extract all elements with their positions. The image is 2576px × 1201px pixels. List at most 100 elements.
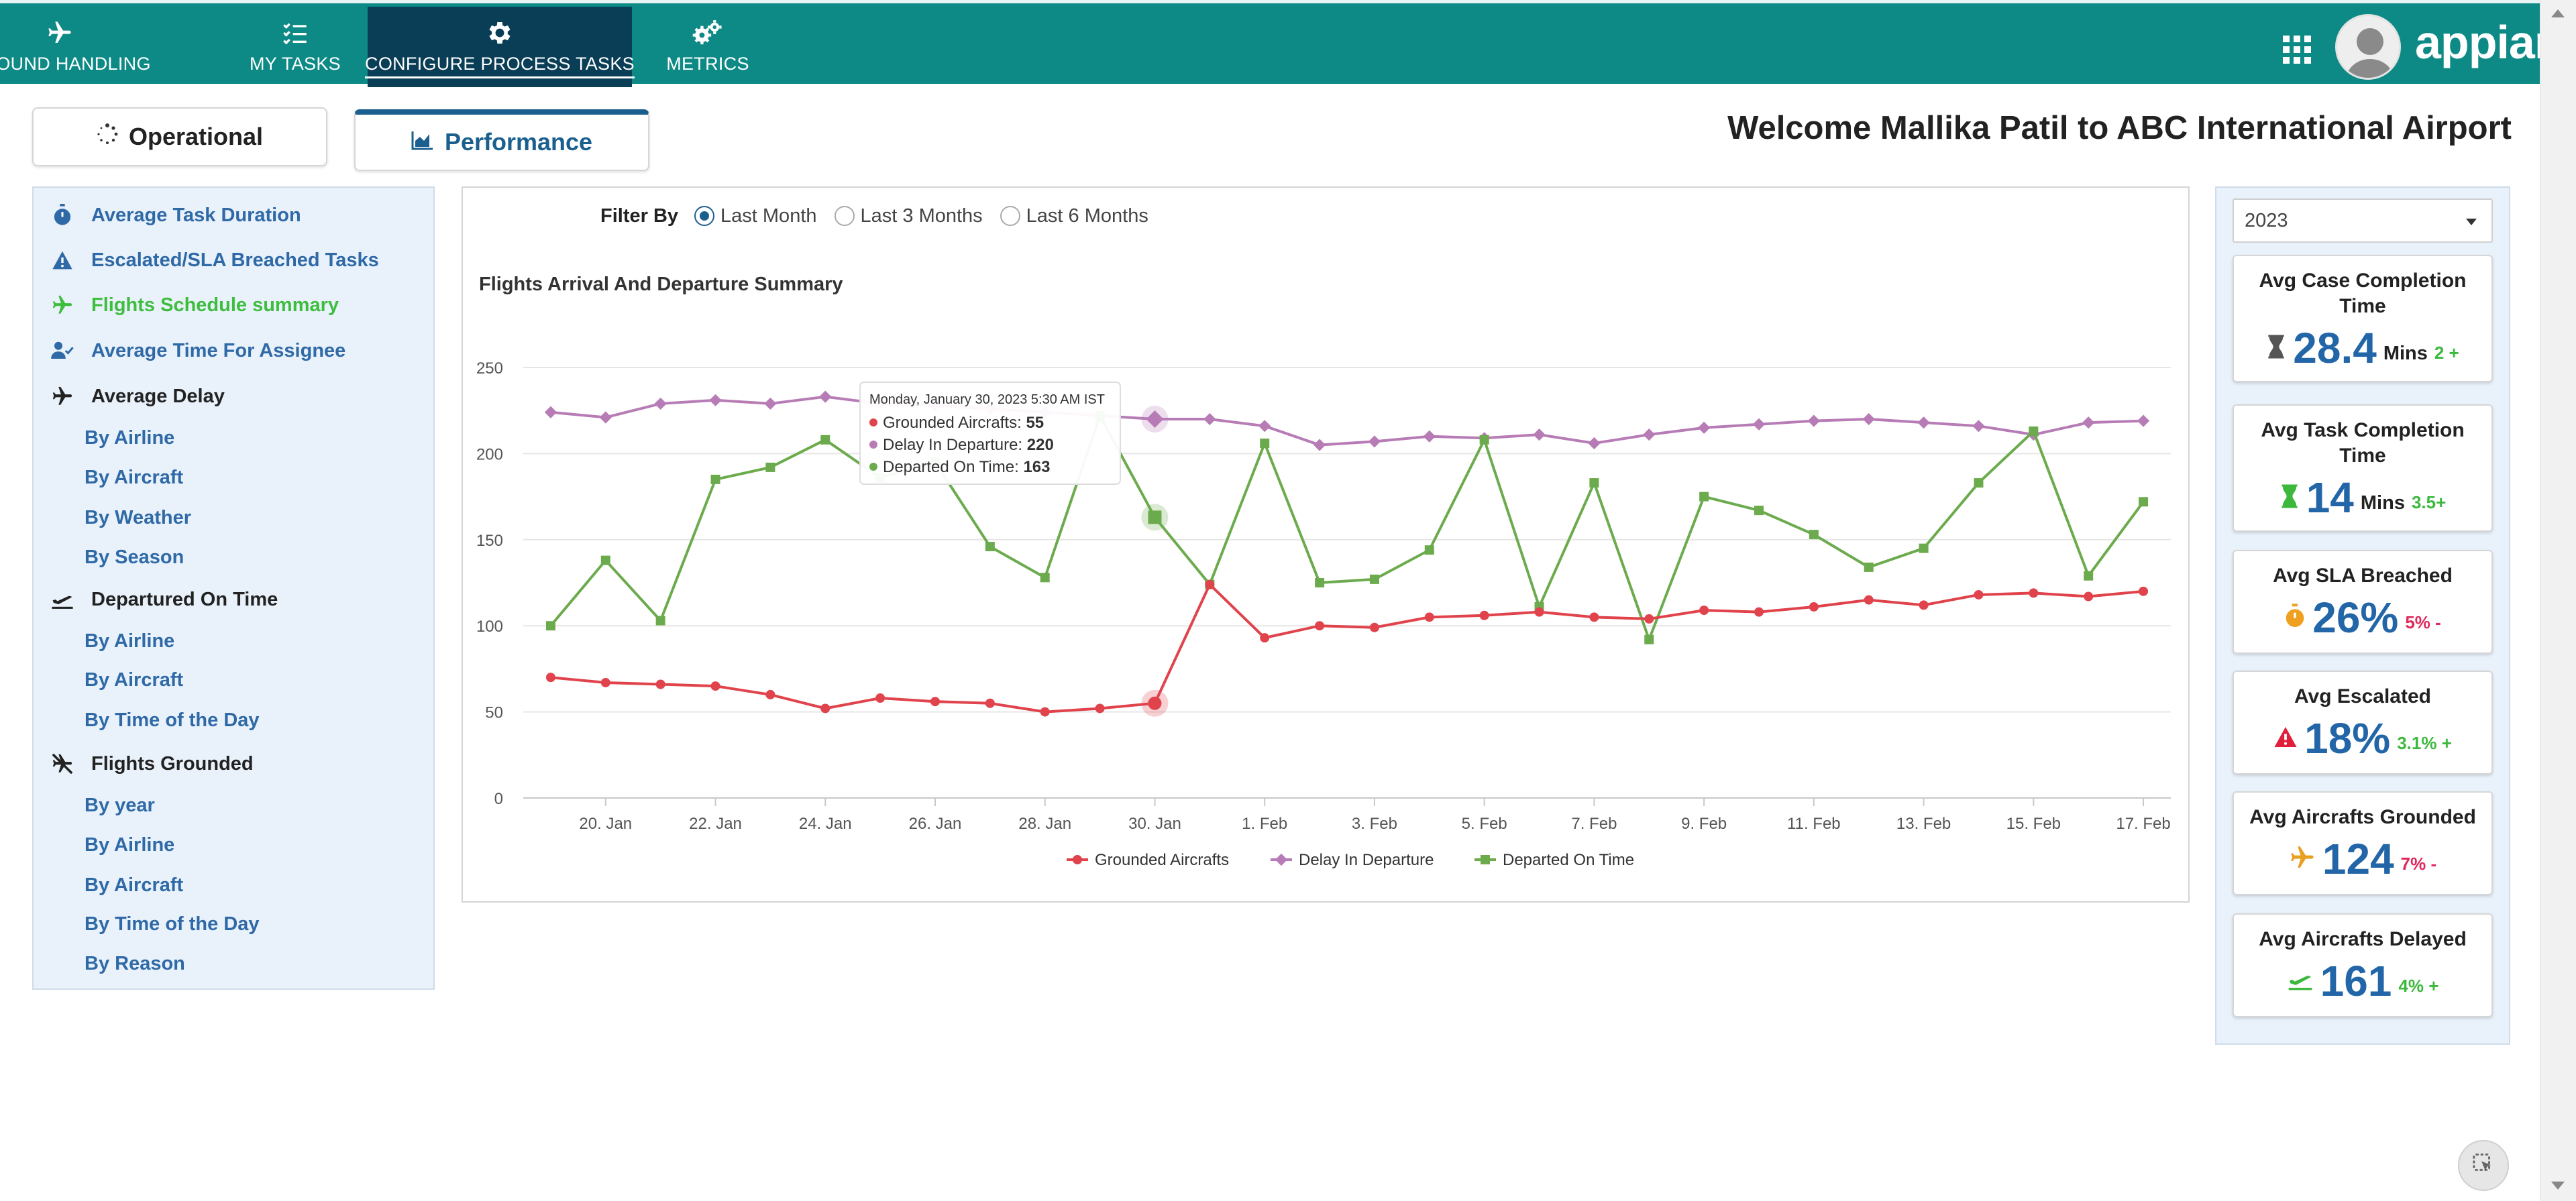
- scroll-down-arrow-icon[interactable]: [2551, 1182, 2565, 1190]
- data-point: [1699, 606, 1709, 616]
- kpi-value-row: 18% 3.1% +: [2234, 713, 2491, 763]
- data-point: [655, 679, 665, 689]
- data-point: [820, 703, 830, 713]
- data-point: [1095, 703, 1105, 713]
- data-point: [985, 542, 995, 552]
- sidebar-item-flights-schedule-summary[interactable]: Flights Schedule summary: [34, 285, 339, 325]
- filter-option-label: Last Month: [720, 205, 817, 227]
- nav-tab-my-tasks[interactable]: MY TASKS: [241, 7, 349, 87]
- data-point: [1809, 602, 1819, 612]
- kpi-value-row: 161 4% +: [2234, 956, 2491, 1006]
- kpi-value: 14: [2306, 473, 2354, 522]
- sidebar-item-average-task-duration[interactable]: Average Task Duration: [34, 195, 301, 235]
- kpi-column: 2023 Avg Case Completion Time 28.4 Mins 2 +…: [2215, 186, 2510, 1045]
- kpi-value: 26%: [2312, 593, 2399, 642]
- scroll-up-arrow-icon[interactable]: [2551, 9, 2565, 17]
- tooltip-row: Departed On Time: 163: [883, 458, 1050, 476]
- legend-marker: [1275, 853, 1288, 866]
- x-tick-label: 26. Jan: [909, 815, 962, 833]
- radio-selected-icon[interactable]: [694, 206, 715, 226]
- filter-radio-last-3-months[interactable]: Last 3 Months: [834, 205, 983, 227]
- series-departed-on-time: [545, 410, 2149, 644]
- submenu-departured-by-aircraft[interactable]: By Aircraft: [85, 669, 184, 691]
- x-tick-label: 9. Feb: [1681, 815, 1727, 833]
- filter-option-label: Last 3 Months: [860, 205, 983, 227]
- sidebar-item-departured-on-time[interactable]: Departured On Time: [34, 579, 278, 620]
- submenu-grounded-by-aircraft[interactable]: By Aircraft: [85, 874, 184, 896]
- legend-label: Departed On Time: [1503, 851, 1634, 869]
- kpi-change: 5% -: [2405, 612, 2441, 632]
- filter-radio-last-6-months[interactable]: Last 6 Months: [1000, 205, 1148, 227]
- plane-departure-icon: [2287, 968, 2314, 994]
- user-avatar[interactable]: [2335, 14, 2401, 80]
- data-point: [1643, 428, 1656, 441]
- submenu-average-delay-by-aircraft[interactable]: By Aircraft: [85, 466, 184, 488]
- nav-tab-metrics[interactable]: METRICS: [657, 7, 758, 87]
- radio-unselected-icon[interactable]: [1000, 206, 1020, 226]
- data-point: [1919, 600, 1929, 610]
- data-point: [1479, 610, 1489, 620]
- kpi-card: Avg Task Completion Time 14 Mins 3.5+: [2233, 404, 2493, 532]
- nav-tab-ground-handling[interactable]: GROUND HANDLING: [0, 7, 150, 87]
- plane-departure-icon: [48, 589, 76, 610]
- series-delay-in-departure: [544, 390, 2150, 451]
- filter-radio-last-month[interactable]: Last Month: [694, 205, 817, 227]
- legend-marker: [1073, 855, 1082, 864]
- submenu-average-delay-by-airline[interactable]: By Airline: [85, 426, 175, 449]
- operational-tab-label: Operational: [128, 123, 264, 150]
- data-point: [1919, 543, 1929, 553]
- sidebar-item-escalated-sla[interactable]: Escalated/SLA Breached Tasks: [34, 240, 379, 280]
- appian-logo: appian: [2415, 16, 2563, 68]
- cursor-select-icon: [2472, 1153, 2495, 1179]
- submenu-departured-by-airline[interactable]: By Airline: [85, 630, 175, 652]
- data-point: [2029, 426, 2039, 437]
- submenu-grounded-by-reason[interactable]: By Reason: [85, 952, 185, 974]
- nav-tab-label: GROUND HANDLING: [0, 54, 151, 74]
- data-point: [875, 693, 885, 703]
- kpi-card: Avg Case Completion Time 28.4 Mins 2 +: [2233, 255, 2493, 382]
- plane-icon: [48, 385, 76, 408]
- performance-tab-label: Performance: [444, 128, 593, 156]
- data-point: [1534, 607, 1544, 617]
- data-point: [1315, 578, 1325, 587]
- warning-icon: [2273, 726, 2298, 752]
- submenu-departured-by-time-of-day[interactable]: By Time of the Day: [85, 709, 260, 731]
- sidebar-item-label: Flights Grounded: [91, 752, 254, 775]
- filter-option-label: Last 6 Months: [1026, 205, 1148, 227]
- series-line: [550, 582, 2144, 713]
- x-tick-label: 30. Jan: [1128, 815, 1181, 833]
- submenu-average-delay-by-weather[interactable]: By Weather: [85, 506, 192, 528]
- legend-item: Departed On Time: [1474, 851, 1634, 869]
- year-select[interactable]: 2023: [2233, 198, 2493, 243]
- y-tick-label: 150: [476, 532, 503, 550]
- nav-tab-configure-process-tasks[interactable]: CONFIGURE PROCESS TASKS: [365, 7, 635, 87]
- data-point: [1533, 428, 1546, 441]
- performance-tab-button[interactable]: Performance: [354, 109, 649, 171]
- submenu-grounded-by-airline[interactable]: By Airline: [85, 834, 175, 856]
- data-point: [2084, 591, 2094, 602]
- vertical-scrollbar[interactable]: [2540, 0, 2576, 1201]
- radio-unselected-icon[interactable]: [834, 206, 855, 226]
- app-grid-icon[interactable]: [2283, 36, 2311, 64]
- sidebar-item-average-delay[interactable]: Average Delay: [34, 376, 225, 416]
- kpi-title: Avg SLA Breached: [2273, 565, 2453, 587]
- chart-card: Filter By Last Month Last 3 Months Last …: [462, 186, 2190, 903]
- y-tick-label: 250: [476, 359, 503, 378]
- floating-action-button[interactable]: [2458, 1140, 2509, 1191]
- kpi-title: Avg Escalated: [2294, 685, 2431, 707]
- sidebar-item-label: Departured On Time: [91, 588, 278, 610]
- data-point: [655, 616, 665, 626]
- sidebar-item-average-time-for-assignee[interactable]: Average Time For Assignee: [34, 331, 345, 371]
- kpi-change: 3.5+: [2411, 492, 2447, 512]
- submenu-grounded-by-time-of-day[interactable]: By Time of the Day: [85, 913, 260, 935]
- sidebar-item-flights-grounded[interactable]: Flights Grounded: [34, 744, 254, 784]
- x-tick-label: 24. Jan: [799, 815, 852, 833]
- data-point: [765, 689, 775, 699]
- tooltip-header: Monday, January 30, 2023 5:30 AM IST: [869, 392, 1105, 407]
- submenu-average-delay-by-season[interactable]: By Season: [85, 546, 184, 568]
- chart-title: Flights Arrival And Departure Summary: [479, 274, 843, 295]
- data-point: [1698, 421, 1711, 434]
- submenu-grounded-by-year[interactable]: By year: [85, 794, 155, 816]
- operational-tab-button[interactable]: Operational: [32, 107, 327, 166]
- kpi-title: Avg Case Completion Time: [2259, 270, 2467, 317]
